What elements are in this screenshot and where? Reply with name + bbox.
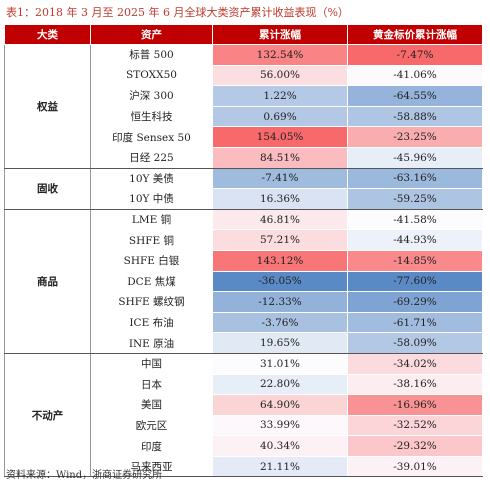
cum-change-cell: 1.22% [212,85,348,107]
table-row: 权益 标普 500 132.54% -7.47% [4,44,483,169]
header-category: 大类 [4,24,91,45]
gold-cum-change-cell: -61.71% [347,311,483,334]
asset-cell: 欧元区 [90,414,213,437]
gold-cum-change-cell: -58.88% [347,105,483,128]
category-cell: 权益 [4,44,91,169]
cum-change-cell: 33.99% [212,414,348,437]
table-row: 印度 Sensex 50 154.05% -23.25% [5,126,483,148]
cum-change-cell: -12.33% [212,291,348,313]
table-row: 沪深 300 1.22% -64.55% [5,85,483,107]
table-row: 日经 225 84.51% -45.96% [5,146,483,169]
category-cell: 固收 [4,167,91,210]
asset-cell: 沪深 300 [90,85,213,107]
gold-cum-change-cell: -41.06% [347,64,483,87]
asset-cell: 日本 [90,373,213,396]
cum-change-cell: -3.76% [212,311,348,334]
table-row: SHFE 螺纹钢 -12.33% -69.29% [5,291,483,313]
gold-cum-change-cell: -59.25% [347,188,483,210]
gold-cum-change-cell: -32.52% [347,414,483,437]
table-row: 欧元区 33.99% -32.52% [5,414,483,437]
table-row: 马来西亚 21.11% -39.01% [5,455,483,478]
asset-return-table: 大类 资产 累计涨幅 黄金标价累计涨幅 权益 标普 500 132.54% -7.47… [4,24,483,478]
asset-cell: ICE 布油 [90,311,213,334]
table-row: SHFE 白银 143.12% -14.85% [5,249,483,272]
table-row: 不动产 中国 31.01% -34.02% [4,352,483,478]
cum-change-cell: 21.11% [212,455,348,478]
gold-cum-change-cell: -38.16% [347,373,483,396]
asset-cell: 马来西亚 [90,455,213,478]
asset-cell: 印度 [90,435,213,457]
asset-cell: SHFE 螺纹钢 [90,291,213,313]
cum-change-cell: 143.12% [212,249,348,272]
gold-cum-change-cell: -14.85% [347,249,483,272]
table-row: INE 原油 19.65% -58.09% [5,332,483,354]
asset-cell: 日经 225 [90,146,213,169]
cum-change-cell: 19.65% [212,332,348,354]
category-cell: 商品 [4,208,91,354]
header-cum-change: 累计涨幅 [212,24,348,45]
asset-cell: 美国 [90,394,213,416]
gold-cum-change-cell: -44.93% [347,229,483,251]
table-row: 美国 64.90% -16.96% [5,394,483,416]
table-row: ICE 布油 -3.76% -61.71% [5,311,483,334]
asset-cell: 标普 500 [90,44,213,66]
table-row: STOXX50 56.00% -41.06% [5,64,483,87]
cum-change-cell: 0.69% [212,105,348,128]
asset-cell: INE 原油 [90,332,213,354]
asset-cell: 10Y 美债 [90,167,213,190]
gold-cum-change-cell: -16.96% [347,394,483,416]
gold-cum-change-cell: -39.01% [347,455,483,478]
asset-cell: 中国 [90,352,213,375]
cum-change-cell: 46.81% [212,208,348,231]
asset-cell: LME 铜 [90,208,213,231]
cum-change-cell: 154.05% [212,126,348,148]
table-row: DCE 焦煤 -36.05% -77.60% [5,270,483,293]
gold-cum-change-cell: -34.02% [347,352,483,375]
gold-cum-change-cell: -69.29% [347,291,483,313]
header-gold-cum-change: 黄金标价累计涨幅 [347,24,483,45]
gold-cum-change-cell: -23.25% [347,126,483,148]
cum-change-cell: 84.51% [212,146,348,169]
table-header-row: 大类 资产 累计涨幅 黄金标价累计涨幅 [4,24,483,45]
asset-cell: 印度 Sensex 50 [90,126,213,148]
gold-cum-change-cell: -77.60% [347,270,483,293]
table-row: 10Y 中债 16.36% -59.25% [5,188,483,210]
cum-change-cell: 40.34% [212,435,348,457]
asset-cell: 10Y 中债 [90,188,213,210]
cum-change-cell: 31.01% [212,352,348,375]
gold-cum-change-cell: -63.16% [347,167,483,190]
cum-change-cell: 132.54% [212,44,348,66]
table-caption: 表1：2018 年 3 月至 2025 年 6 月全球大类资产累计收益表现（%） [6,6,349,19]
table-row: 日本 22.80% -38.16% [5,373,483,396]
cum-change-cell: 16.36% [212,188,348,210]
gold-cum-change-cell: -45.96% [347,146,483,169]
gold-cum-change-cell: -7.47% [347,44,483,66]
gold-cum-change-cell: -29.32% [347,435,483,457]
cum-change-cell: -7.41% [212,167,348,190]
gold-cum-change-cell: -41.58% [347,208,483,231]
table-row: SHFE 铜 57.21% -44.93% [5,229,483,251]
source-note: 资料来源：Wind，浙商证券研究所 [6,470,163,481]
header-asset: 资产 [90,24,213,45]
cum-change-cell: -36.05% [212,270,348,293]
asset-cell: STOXX50 [90,64,213,87]
table-row: 固收 10Y 美债 -7.41% -63.16% [4,167,483,210]
cum-change-cell: 64.90% [212,394,348,416]
cum-change-cell: 57.21% [212,229,348,251]
asset-cell: DCE 焦煤 [90,270,213,293]
asset-cell: 恒生科技 [90,105,213,128]
gold-cum-change-cell: -64.55% [347,85,483,107]
category-cell: 不动产 [4,352,91,478]
gold-cum-change-cell: -58.09% [347,332,483,354]
asset-cell: SHFE 白银 [90,249,213,272]
asset-cell: SHFE 铜 [90,229,213,251]
table-row: 商品 LME 铜 46.81% -41.58% [4,208,483,354]
cum-change-cell: 56.00% [212,64,348,87]
cum-change-cell: 22.80% [212,373,348,396]
table-body: 权益 标普 500 132.54% -7.47% STOXX50 56.00% -41.06… [4,44,483,478]
